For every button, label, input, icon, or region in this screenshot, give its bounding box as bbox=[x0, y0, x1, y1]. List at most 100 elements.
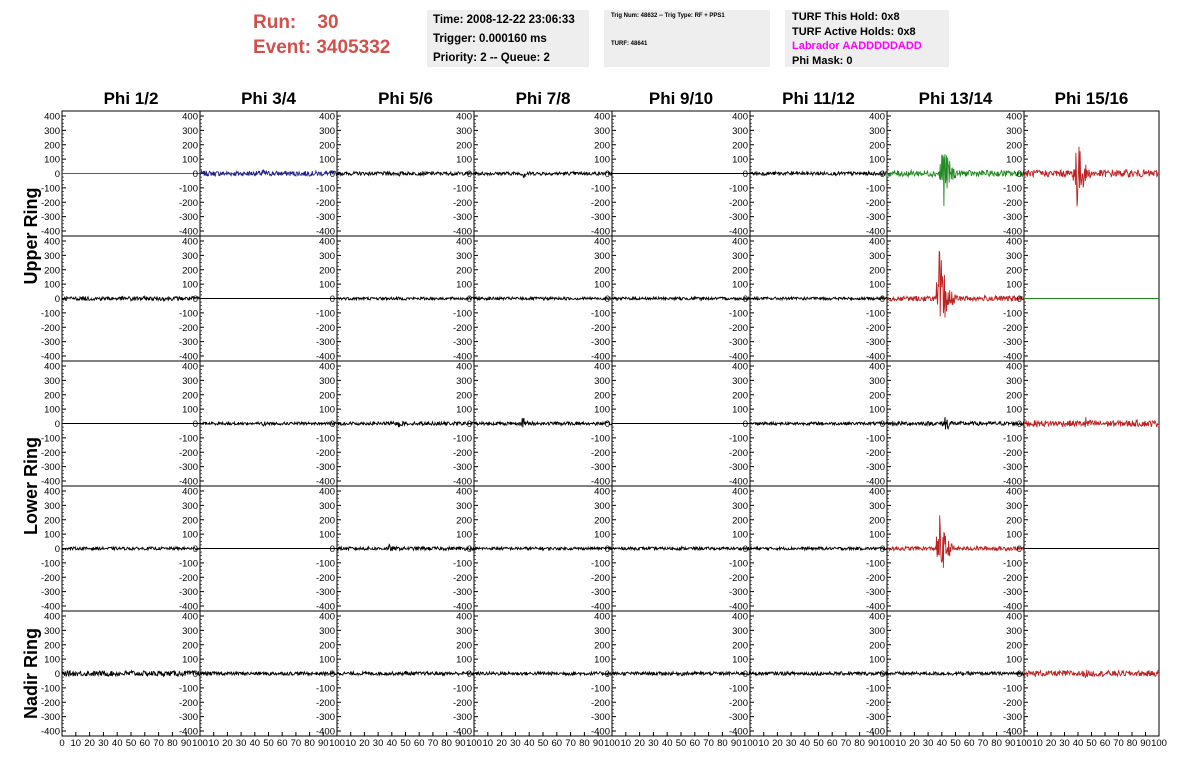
y-tick-label: 200 bbox=[732, 140, 748, 151]
x-tick-label: 90 bbox=[181, 738, 192, 749]
x-tick-label: 60 bbox=[1100, 738, 1111, 749]
x-tick-label: 90 bbox=[318, 738, 329, 749]
y-tick-label: -400 bbox=[866, 477, 885, 488]
y-tick-label: 0 bbox=[193, 544, 198, 555]
y-tick-label: -200 bbox=[729, 448, 748, 459]
y-tick-label: 400 bbox=[456, 612, 472, 623]
y-tick-label: 0 bbox=[193, 669, 198, 680]
x-tick-label: 10 bbox=[895, 738, 906, 749]
y-tick-label: -400 bbox=[591, 352, 610, 363]
trigger-info-box: Trig Num: 48632 -- Trig Type: RF + PPS1 … bbox=[604, 10, 770, 67]
y-tick-label: 400 bbox=[319, 237, 335, 248]
y-tick-label: -100 bbox=[316, 183, 335, 194]
y-tick-label: -300 bbox=[1003, 712, 1022, 723]
labrador-text: Labrador AADDDDDADD bbox=[792, 40, 922, 52]
y-tick-label: -100 bbox=[866, 433, 885, 444]
run-value: 30 bbox=[317, 12, 339, 33]
y-tick-label: 200 bbox=[869, 640, 885, 651]
y-tick-label: 200 bbox=[182, 140, 198, 151]
y-tick-label: 0 bbox=[330, 544, 335, 555]
y-tick-label: -300 bbox=[591, 337, 610, 348]
y-tick-label: -300 bbox=[453, 712, 472, 723]
x-tick-label: 20 bbox=[909, 738, 920, 749]
y-tick-label: 0 bbox=[743, 419, 748, 430]
y-tick-label: -100 bbox=[179, 558, 198, 569]
y-tick-label: -100 bbox=[41, 683, 60, 694]
y-tick-label: -200 bbox=[179, 323, 198, 334]
y-tick-label: -200 bbox=[1003, 448, 1022, 459]
y-tick-label: -300 bbox=[729, 212, 748, 223]
ring-label: Upper Ring bbox=[21, 188, 41, 285]
x-tick-label: 40 bbox=[112, 738, 123, 749]
y-tick-label: 0 bbox=[743, 169, 748, 180]
y-tick-label: -100 bbox=[316, 558, 335, 569]
y-tick-label: -300 bbox=[591, 712, 610, 723]
y-tick-label: 100 bbox=[1006, 405, 1022, 416]
y-tick-label: -200 bbox=[316, 573, 335, 584]
y-tick-label: 200 bbox=[594, 265, 610, 276]
y-tick-label: -300 bbox=[179, 712, 198, 723]
x-tick-label: 30 bbox=[98, 738, 109, 749]
y-tick-label: -400 bbox=[729, 352, 748, 363]
y-tick-label: 400 bbox=[456, 362, 472, 373]
y-tick-label: 0 bbox=[467, 169, 472, 180]
y-tick-label: 100 bbox=[732, 405, 748, 416]
y-tick-label: -100 bbox=[1003, 558, 1022, 569]
x-tick-label: 60 bbox=[964, 738, 975, 749]
y-tick-label: 300 bbox=[44, 251, 60, 262]
y-tick-label: 300 bbox=[182, 126, 198, 137]
phi-mask-text: Phi Mask: 0 bbox=[792, 54, 853, 67]
column-header: Phi 1/2 bbox=[104, 89, 159, 108]
x-tick-label: 100 bbox=[604, 738, 620, 749]
x-tick-label: 90 bbox=[593, 738, 604, 749]
column-header: Phi 3/4 bbox=[241, 89, 296, 108]
y-tick-label: -200 bbox=[41, 573, 60, 584]
y-tick-label: -200 bbox=[591, 323, 610, 334]
y-tick-label: 200 bbox=[732, 390, 748, 401]
y-tick-label: 100 bbox=[182, 655, 198, 666]
y-tick-label: 300 bbox=[732, 126, 748, 137]
y-tick-label: -200 bbox=[729, 573, 748, 584]
y-tick-label: 100 bbox=[594, 405, 610, 416]
y-tick-label: -200 bbox=[1003, 698, 1022, 709]
y-tick-label: 200 bbox=[44, 390, 60, 401]
x-tick-label: 20 bbox=[84, 738, 95, 749]
waveform bbox=[749, 170, 888, 177]
y-tick-label: 300 bbox=[869, 126, 885, 137]
y-tick-label: -300 bbox=[729, 337, 748, 348]
y-tick-label: 100 bbox=[1006, 530, 1022, 541]
y-tick-label: 400 bbox=[594, 237, 610, 248]
y-tick-label: -200 bbox=[179, 698, 198, 709]
y-tick-label: 300 bbox=[1006, 376, 1022, 387]
y-tick-label: -400 bbox=[179, 602, 198, 613]
y-tick-label: 300 bbox=[594, 501, 610, 512]
y-tick-label: -100 bbox=[179, 433, 198, 444]
y-tick-label: -100 bbox=[866, 558, 885, 569]
x-tick-label: 40 bbox=[662, 738, 673, 749]
y-tick-label: -400 bbox=[41, 602, 60, 613]
y-tick-label: -100 bbox=[41, 308, 60, 319]
x-tick-label: 80 bbox=[1127, 738, 1138, 749]
y-tick-label: 400 bbox=[1006, 112, 1022, 123]
y-tick-label: 100 bbox=[319, 530, 335, 541]
y-tick-label: -300 bbox=[729, 462, 748, 473]
y-tick-label: -300 bbox=[316, 462, 335, 473]
x-tick-label: 10 bbox=[71, 738, 82, 749]
y-tick-label: -100 bbox=[729, 683, 748, 694]
y-tick-label: -300 bbox=[591, 462, 610, 473]
y-tick-label: -100 bbox=[591, 558, 610, 569]
y-tick-label: -400 bbox=[591, 477, 610, 488]
y-tick-label: 200 bbox=[456, 640, 472, 651]
waveform bbox=[199, 169, 338, 178]
column-header: Phi 15/16 bbox=[1055, 89, 1129, 108]
y-tick-label: -100 bbox=[41, 433, 60, 444]
active-holds-text: TURF Active Holds: 0x8 bbox=[792, 25, 916, 38]
waveform bbox=[1023, 417, 1160, 428]
y-tick-label: 200 bbox=[456, 140, 472, 151]
y-tick-label: -100 bbox=[41, 558, 60, 569]
waveform bbox=[1023, 146, 1160, 207]
y-tick-label: 200 bbox=[1006, 140, 1022, 151]
y-tick-label: 200 bbox=[869, 390, 885, 401]
y-tick-label: 200 bbox=[594, 515, 610, 526]
